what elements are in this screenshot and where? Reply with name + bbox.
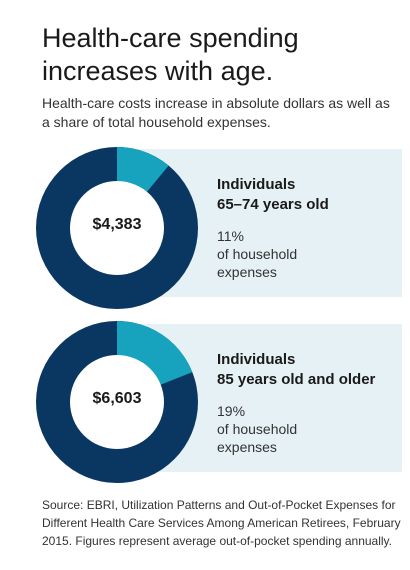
group-label-line: 65–74 years old bbox=[217, 196, 329, 213]
donut-1-amount: $4,383 bbox=[92, 216, 142, 233]
group-label-line: Individuals bbox=[217, 176, 296, 193]
share-text-line: of household bbox=[217, 246, 298, 262]
group-label-line: 85 years old and older bbox=[217, 371, 376, 388]
info-block-1: Individuals 65–74 years old 11% of house… bbox=[217, 175, 397, 281]
share-percent: 19% bbox=[217, 403, 246, 419]
donut-chart-1: $4,383 bbox=[36, 147, 198, 309]
group-label-line: Individuals bbox=[217, 351, 296, 368]
share-text-line: of household bbox=[217, 421, 298, 437]
share-percent: 11% bbox=[217, 228, 244, 244]
page-title: Health-care spending increases with age. bbox=[42, 23, 299, 86]
page-subtitle: Health-care costs increase in absolute d… bbox=[42, 95, 390, 130]
donut-2-hole bbox=[70, 355, 164, 449]
donut-chart-2: $6,603 bbox=[36, 321, 198, 483]
share-text-line: expenses bbox=[217, 264, 277, 280]
donut-2-amount: $6,603 bbox=[92, 390, 142, 407]
source-note: Source: EBRI, Utilization Patterns and O… bbox=[42, 498, 401, 548]
donut-1-hole bbox=[70, 181, 164, 275]
info-block-2: Individuals 85 years old and older 19% o… bbox=[217, 350, 397, 456]
share-text-line: expenses bbox=[217, 439, 277, 455]
